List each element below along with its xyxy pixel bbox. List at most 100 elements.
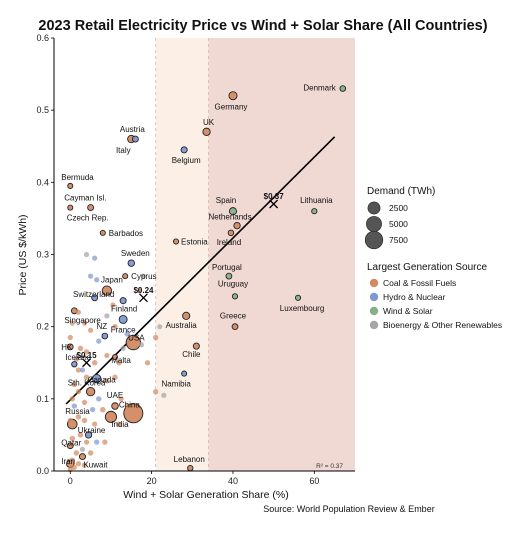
point-unlabeled-72 — [120, 345, 126, 351]
point-denmark — [339, 85, 347, 92]
point-sweden — [127, 259, 135, 267]
label-iceland: Iceland — [65, 353, 91, 362]
label-china: China — [119, 400, 140, 409]
axes-group: 0.0 0.1 0.2 0.3 0.4 0.5 0.6 0 20 40 60 — [36, 33, 355, 486]
label-cayman-isl-: Cayman Isl. — [64, 194, 106, 203]
label-hk: HK — [61, 343, 73, 352]
point-unlabeled-45 — [67, 417, 74, 424]
label-lebanon: Lebanon — [174, 455, 205, 464]
point-unlabeled-93 — [81, 462, 88, 468]
point-spain — [228, 207, 237, 216]
label-uruguay: Uruguay — [218, 279, 248, 288]
size-legend-label-5000: 5000 — [389, 219, 408, 229]
point-unlabeled-94 — [79, 367, 86, 373]
y-tick-label: 0.0 — [36, 466, 49, 476]
point-unlabeled-68 — [110, 302, 116, 308]
point-unlabeled-37 — [116, 360, 122, 366]
point-australia — [182, 311, 191, 320]
trend-marker-label-2: $0.37 — [264, 192, 285, 201]
point-unlabeled-47 — [81, 417, 88, 424]
point-unlabeled-46 — [75, 414, 82, 420]
point-germany — [228, 91, 238, 101]
point-cayman-isl- — [67, 204, 74, 211]
point-unlabeled-60 — [87, 273, 94, 279]
trendline-group — [65, 136, 336, 405]
y-tick-label: 0.4 — [36, 177, 49, 187]
label-namibia: Namibia — [161, 380, 191, 389]
point-unlabeled-98 — [92, 255, 98, 261]
label-ireland: Ireland — [217, 238, 241, 247]
point-unlabeled-43 — [100, 406, 106, 413]
label-kuwait: Kuwait — [83, 461, 108, 470]
point-unlabeled-92 — [71, 464, 77, 471]
point-unlabeled-62 — [75, 309, 82, 315]
point-unlabeled-70 — [73, 356, 80, 362]
y-tick-label: 0.5 — [36, 105, 49, 115]
label-greece: Greece — [220, 312, 247, 321]
point-estonia — [172, 238, 180, 245]
point-ireland — [227, 229, 235, 237]
point-unlabeled-34 — [77, 345, 84, 352]
y-tick-label: 0.6 — [36, 33, 49, 43]
label-nz: NZ — [97, 322, 108, 331]
trend-marker-2 — [269, 199, 279, 209]
point-unlabeled-42 — [96, 396, 102, 402]
point-unlabeled-85 — [92, 421, 98, 427]
legend: Demand (TWh) 2500 5000 7500 Largest Generati… — [364, 186, 502, 330]
label-finland: Finland — [111, 305, 137, 314]
point-unlabeled-83 — [161, 392, 167, 398]
point-unlabeled-69 — [96, 338, 102, 344]
chart-title: 2023 Retail Electricity Price vs Wind + … — [38, 18, 487, 34]
size-legend-title: Demand (TWh) — [367, 186, 435, 197]
y-tick-label: 0.3 — [36, 250, 49, 260]
point-cyprus — [122, 273, 129, 280]
point-kuwait — [78, 453, 86, 461]
point-sth-korea — [85, 386, 96, 397]
size-legend-circle-5000 — [366, 216, 382, 232]
label-lithuania: Lithuania — [300, 196, 333, 205]
label-germany: Germany — [215, 103, 248, 112]
points-group — [66, 85, 347, 473]
point-unlabeled-88 — [102, 439, 108, 445]
trend-marker-label-0: $0.15 — [77, 351, 98, 360]
label-czech-rep-: Czech Rep. — [67, 214, 109, 223]
point-unlabeled-84 — [90, 407, 96, 413]
label-qatar: Qatar — [61, 439, 81, 448]
label-bermuda: Bermuda — [61, 173, 94, 182]
point-uae — [111, 402, 119, 410]
point-canada — [92, 373, 102, 384]
point-iceland — [71, 361, 78, 368]
point-japan — [101, 285, 113, 296]
point-india — [104, 410, 118, 423]
point-chile — [192, 342, 200, 350]
point-unlabeled-40 — [112, 374, 118, 380]
label-malta: Malta — [111, 356, 131, 365]
point-unlabeled-50 — [69, 435, 76, 442]
point-luxembourg — [295, 294, 302, 301]
point-malta — [112, 353, 118, 360]
label-austria: Austria — [120, 125, 145, 134]
label-netherlands: Netherlands — [208, 213, 251, 222]
trend-marker-x-b — [139, 293, 148, 303]
point-unlabeled-38 — [124, 331, 130, 337]
y-tick-label: 0.2 — [36, 322, 49, 332]
label-usa: USA — [128, 334, 145, 343]
point-unlabeled-44 — [71, 403, 78, 409]
color-legend-swatch-coal — [369, 278, 379, 288]
trend-marker-x-b — [269, 199, 279, 209]
label-france: France — [111, 325, 136, 334]
point-belgium — [180, 146, 188, 154]
point-uruguay — [231, 293, 239, 300]
band-2 — [208, 38, 355, 471]
label-denmark: Denmark — [303, 84, 336, 93]
size-legend-circle-7500 — [364, 230, 384, 250]
point-unlabeled-73 — [138, 342, 145, 348]
point-unlabeled-65 — [87, 327, 94, 333]
point-unlabeled-89 — [79, 446, 86, 452]
label-barbados: Barbados — [109, 229, 143, 238]
point-switzerland — [91, 294, 99, 302]
label-cyprus: Cyprus — [131, 272, 156, 281]
color-legend-swatch-wind — [369, 306, 379, 316]
color-legend-label-hydro: Hydro & Nuclear — [383, 292, 446, 302]
